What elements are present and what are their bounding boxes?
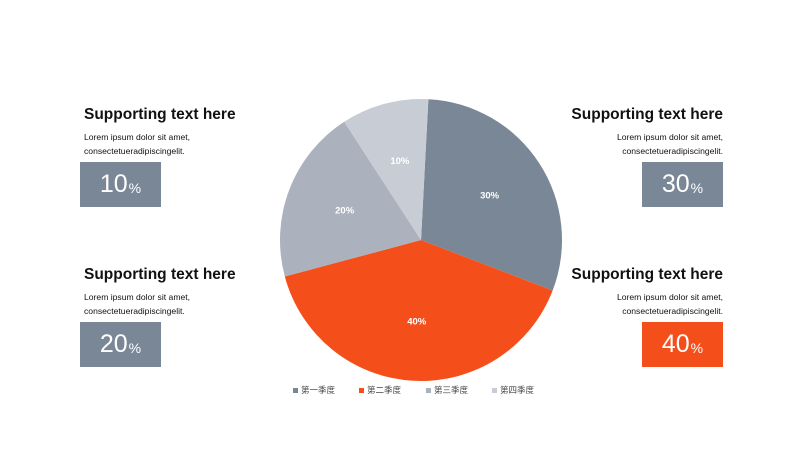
value-unit: % [690, 340, 704, 356]
panel-heading: Supporting text here [571, 106, 723, 123]
value-number: 40 [661, 330, 690, 358]
pie-slices [280, 99, 562, 381]
legend-item-1: 第一季度 [293, 384, 335, 396]
pie-slice-label-2: 40% [407, 317, 427, 328]
panel-bottom-left: Supporting text here Lorem ipsum dolor s… [80, 266, 254, 367]
value-number: 30 [661, 170, 690, 198]
legend-label: 第一季度 [301, 385, 336, 395]
panel-body-line1: Lorem ipsum dolor sit amet, [84, 292, 191, 302]
panel-body-line1: Lorem ipsum dolor sit amet, [616, 132, 723, 142]
value-box: 30% [642, 162, 723, 207]
pie-slice-label-3: 20% [335, 206, 355, 217]
legend-swatch [426, 387, 431, 393]
pie-slice-1 [421, 99, 562, 291]
panel-body: Lorem ipsum dolor sit amet, consectetuer… [553, 290, 723, 318]
panel-bottom-right: Supporting text here Lorem ipsum dolor s… [553, 266, 723, 367]
panel-body: Lorem ipsum dolor sit amet, consectetuer… [84, 290, 254, 318]
pie-slice-3 [280, 121, 421, 277]
legend-swatch [293, 387, 298, 393]
legend-label: 第三季度 [434, 385, 469, 395]
legend-swatch [492, 387, 497, 393]
value-unit: % [128, 340, 142, 356]
value-box: 20% [80, 322, 161, 367]
panel-body: Lorem ipsum dolor sit amet, consectetuer… [553, 130, 723, 158]
panel-heading: Supporting text here [571, 266, 723, 283]
value-box: 40% [642, 322, 723, 367]
panel-heading: Supporting text here [84, 106, 236, 123]
pie-slice-4 [344, 99, 429, 241]
value-unit: % [128, 180, 142, 196]
pie-slice-labels: 30% 40% 20% 10% [335, 156, 500, 328]
legend-item-4: 第四季度 [492, 384, 534, 396]
panel-heading: Supporting text here [84, 266, 236, 283]
panel-body-line2: consectetueradipiscingelit. [84, 146, 185, 156]
legend-label: 第四季度 [500, 385, 535, 395]
value-number: 10 [99, 170, 128, 198]
panel-body-line1: Lorem ipsum dolor sit amet, [616, 292, 723, 302]
panel-body: Lorem ipsum dolor sit amet, consectetuer… [84, 130, 254, 158]
value-box: 10% [80, 162, 161, 207]
panel-body-line1: Lorem ipsum dolor sit amet, [84, 132, 191, 142]
panel-body-line2: consectetueradipiscingelit. [622, 306, 723, 316]
pie-slice-label-1: 30% [480, 190, 500, 201]
pie-slice-label-4: 10% [390, 156, 410, 167]
legend-label: 第二季度 [367, 385, 402, 395]
legend-item-3: 第三季度 [426, 384, 468, 396]
panel-body-line2: consectetueradipiscingelit. [84, 306, 185, 316]
panel-body-line2: consectetueradipiscingelit. [622, 146, 723, 156]
value-unit: % [690, 180, 704, 196]
legend-swatch [359, 387, 364, 393]
legend-item-2: 第二季度 [359, 384, 401, 396]
pie-slice-2 [284, 240, 553, 381]
panel-top-left: Supporting text here Lorem ipsum dolor s… [80, 106, 254, 207]
chart-legend: 第一季度 第二季度 第三季度 第四季度 [0, 384, 800, 400]
panel-top-right: Supporting text here Lorem ipsum dolor s… [553, 106, 723, 207]
value-number: 20 [99, 330, 128, 358]
